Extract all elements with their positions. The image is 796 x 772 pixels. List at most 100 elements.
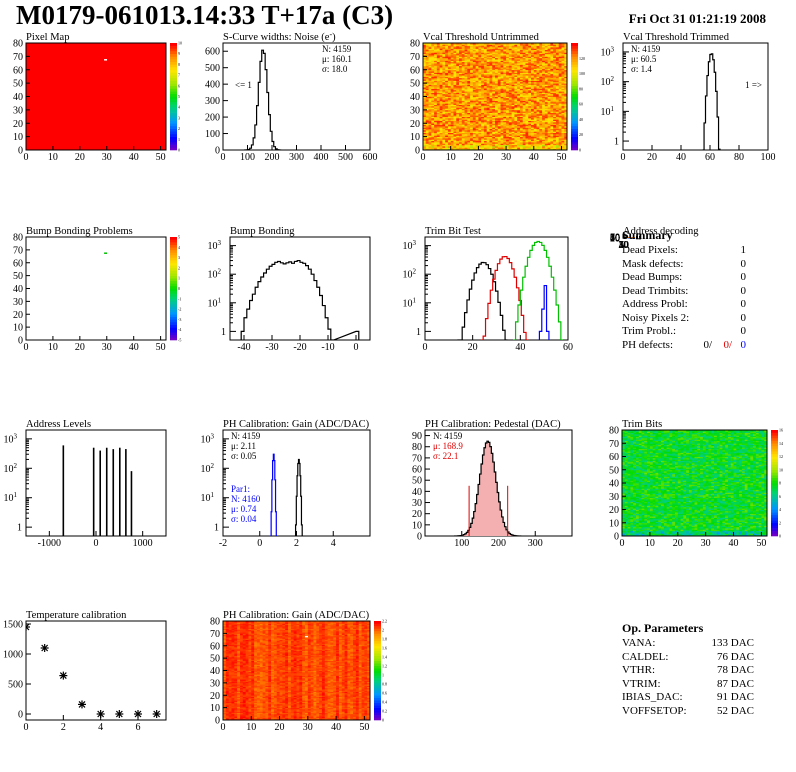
palette-tick-label: 2 [178,265,180,270]
heatmap-cell [531,71,535,73]
heatmap-cell [492,76,496,79]
heatmap-cell [564,89,568,92]
heatmap-cell [500,71,504,73]
palette-tick-label: 0.7 [636,235,641,240]
heatmap-cell [453,53,457,56]
heatmap-cell [497,45,501,48]
heatmap-cell [508,56,513,59]
heatmap-cell [533,97,537,100]
heatmap-cell [425,125,429,128]
heatmap-cell [478,103,482,105]
heatmap-cell [528,100,532,103]
heatmap-cell [511,93,515,96]
heatmap-cell [539,64,543,67]
heatmap-cell [431,133,435,136]
heatmap-cell [459,71,463,73]
heatmap-cell [467,131,471,134]
heatmap-cell [506,72,510,75]
heatmap-cell [500,136,504,139]
heatmap-cell [536,112,540,115]
heatmap-cell [517,127,521,129]
heatmap-cell [705,533,709,536]
heatmap-cell [517,96,521,99]
heatmap-cell [555,141,560,144]
heatmap-cell [453,117,457,120]
heatmap-cell [542,112,546,115]
heatmap-cell [533,109,537,112]
heatmap-cell [517,109,521,112]
heatmap-cell [511,129,515,132]
heatmap-cell [486,60,490,63]
heatmap-cell [550,55,554,57]
heatmap-cell [478,141,482,144]
heatmap-cell [533,44,537,47]
heatmap-cell [436,68,441,71]
heatmap-cell [558,81,562,84]
heatmap-cell [431,105,435,108]
heatmap-cell [497,67,501,69]
heatmap-cell [475,67,479,69]
heatmap-cell [489,81,493,84]
heatmap-cell [436,89,441,92]
heatmap-cell [555,107,560,109]
heatmap-cell [472,113,477,116]
heatmap-cell [519,139,524,142]
heatmap-cell [506,144,510,147]
heatmap-cell [503,92,507,95]
heatmap-cell [525,124,529,127]
heatmap-cell [550,128,554,131]
heatmap-cell [539,76,543,79]
heatmap-cell [423,83,427,85]
heatmap-cell [547,47,551,49]
heatmap-cell [517,73,521,76]
heatmap-cell [481,75,485,77]
heatmap-cell [439,127,443,129]
heatmap-cell [461,65,465,68]
heatmap-cell [555,113,560,116]
heatmap-cell [517,104,521,107]
heatmap-cell [547,143,551,146]
heatmap-cell [492,93,496,96]
heatmap-cell [497,57,501,60]
heatmap-cell [456,101,460,104]
heatmap-cell [544,52,549,55]
heatmap-cell [459,121,463,124]
heatmap-cell [423,79,427,81]
heatmap-cell [450,51,454,53]
heatmap-cell [531,59,535,61]
heatmap-cell [536,143,540,146]
heatmap-cell [511,52,515,55]
heatmap-cell [461,48,465,51]
heatmap-cell [503,49,507,52]
heatmap-cell [447,91,452,93]
heatmap-cell [558,49,562,52]
heatmap-cell [519,108,524,111]
heatmap-cell [445,101,449,104]
heatmap-cell [423,133,427,136]
heatmap-cell [508,119,513,121]
heatmap-cell [539,97,543,100]
heatmap-cell [481,47,485,49]
heatmap-cell [503,129,507,132]
heatmap-cell [436,83,441,85]
heatmap-cell [508,97,513,100]
heatmap-cell [542,143,546,146]
heatmap-cell [514,52,518,55]
heatmap-cell [467,100,471,103]
heatmap-cell [472,125,477,128]
heatmap-cell [544,64,549,67]
heatmap-cell [531,55,535,57]
heatmap-cell [436,99,441,101]
palette-tick-label: 1 [636,235,638,240]
heatmap-cell [467,143,471,146]
heatmap-cell [425,141,429,144]
heatmap-cell [522,125,526,128]
heatmap-cell [522,111,526,113]
heatmap-cell [503,61,507,64]
heatmap-cell [503,56,507,59]
heatmap-cell [508,143,513,146]
heatmap-cell [425,76,429,79]
heatmap-cell [503,55,507,57]
heatmap-cell [439,49,443,52]
hist-line [294,458,303,536]
